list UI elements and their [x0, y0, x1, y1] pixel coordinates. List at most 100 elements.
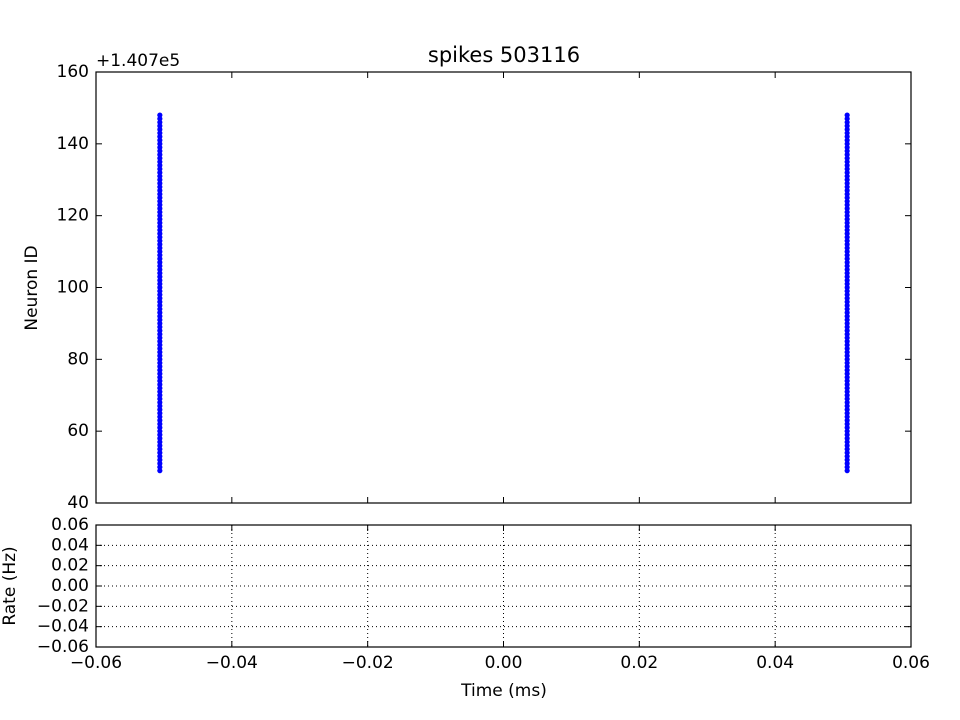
- spike-dot: [844, 270, 850, 276]
- spike-dot: [844, 281, 850, 287]
- x-tick-label: 0.02: [620, 653, 658, 673]
- y-tick-label: 140: [57, 134, 89, 154]
- spike-dot: [157, 338, 163, 344]
- spike-dot: [844, 141, 850, 147]
- spike-dot: [157, 238, 163, 244]
- y-tick-label: 160: [57, 62, 89, 82]
- spike-dot: [844, 213, 850, 219]
- spike-dot: [844, 241, 850, 247]
- spike-dot: [157, 234, 163, 240]
- spike-dot: [844, 392, 850, 398]
- spike-dot: [157, 428, 163, 434]
- spike-dot: [844, 381, 850, 388]
- y-axis-label: Neuron ID: [22, 245, 42, 330]
- spike-dot: [844, 310, 850, 316]
- spike-dot: [844, 112, 850, 118]
- spike-dot: [157, 141, 163, 147]
- spike-dot: [844, 209, 850, 215]
- x-axis-label: Time (ms): [460, 681, 547, 701]
- spike-dot: [157, 320, 163, 327]
- spike-dot: [844, 399, 850, 406]
- spike-dot: [844, 173, 850, 179]
- spike-dot: [844, 223, 850, 230]
- spike-dot: [157, 245, 163, 251]
- spike-dot: [844, 353, 850, 359]
- spike-dot: [844, 417, 850, 423]
- spike-dot: [157, 392, 163, 398]
- spike-dot: [844, 331, 850, 337]
- spike-dot: [157, 162, 163, 168]
- spike-dot: [844, 227, 850, 233]
- x-tick-label: 0.00: [485, 653, 523, 673]
- axes-frame: [95, 524, 912, 648]
- spike-dot: [844, 119, 850, 125]
- spike-dot: [844, 284, 850, 291]
- spike-dot: [157, 464, 163, 470]
- offset-label: +1.407e5: [96, 51, 180, 71]
- spike-dot: [157, 223, 163, 230]
- spike-dot: [157, 385, 163, 391]
- spike-dot: [157, 241, 163, 247]
- spike-dot: [157, 360, 163, 366]
- spike-dot: [844, 123, 850, 129]
- spike-dot: [844, 169, 850, 176]
- spike-dot: [844, 345, 850, 352]
- spike-dot: [157, 295, 163, 301]
- y-tick-label: 0.00: [51, 576, 89, 596]
- spike-dot: [844, 195, 850, 201]
- spike-dot: [157, 371, 163, 377]
- y-tick-label: 120: [57, 206, 89, 226]
- spike-dot: [844, 407, 850, 413]
- spike-dot: [844, 313, 850, 319]
- spike-dot: [844, 450, 850, 456]
- spike-dot: [157, 306, 163, 312]
- spike-dot: [844, 152, 850, 158]
- spike-dot: [844, 155, 850, 161]
- spike-dot: [157, 119, 163, 125]
- spike-dot: [844, 464, 850, 470]
- spike-dot: [844, 439, 850, 445]
- spike-dot: [844, 144, 850, 151]
- spike-dot: [157, 134, 163, 140]
- spike-dot: [157, 184, 163, 190]
- spike-dot: [157, 302, 163, 309]
- spike-dot: [157, 288, 163, 294]
- spike-dot: [157, 152, 163, 158]
- spike-dot: [157, 263, 163, 269]
- spike-dot: [157, 450, 163, 456]
- spike-dot: [157, 216, 163, 222]
- spike-dot: [844, 424, 850, 431]
- spike-dot: [157, 378, 163, 384]
- x-tick-label: −0.04: [206, 653, 258, 673]
- spike-dot: [157, 198, 163, 204]
- spike-dot: [157, 169, 163, 176]
- chart-title: spikes 503116: [428, 43, 580, 67]
- spike-dot: [157, 421, 163, 427]
- spike-dot: [844, 428, 850, 434]
- spike-dot: [157, 381, 163, 388]
- spike-dot: [157, 209, 163, 215]
- spike-dot: [844, 302, 850, 309]
- spike-dot: [157, 126, 163, 133]
- spike-dot: [844, 360, 850, 366]
- spike-dot: [844, 371, 850, 377]
- spike-dot: [844, 187, 850, 194]
- spike-dot: [157, 367, 163, 373]
- spike-dot: [844, 198, 850, 204]
- spike-dot: [844, 421, 850, 427]
- spike-dot: [844, 414, 850, 420]
- y-tick-label: 0.06: [51, 515, 89, 535]
- spike-dot: [157, 356, 163, 362]
- spike-dot: [157, 424, 163, 431]
- spike-dot: [844, 288, 850, 294]
- spike-dot: [157, 116, 163, 122]
- spike-dot: [157, 363, 163, 370]
- spike-dot: [844, 126, 850, 133]
- spike-dot: [844, 374, 850, 380]
- spike-dot: [844, 335, 850, 341]
- spike-dot: [157, 220, 163, 226]
- x-tick-label: −0.06: [70, 653, 122, 673]
- spike-dot: [157, 403, 163, 409]
- spike-dot: [844, 453, 850, 459]
- spike-dot: [844, 338, 850, 344]
